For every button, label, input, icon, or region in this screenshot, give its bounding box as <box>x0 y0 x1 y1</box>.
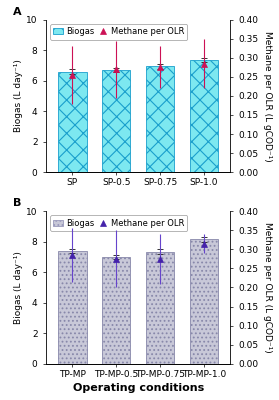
Legend: Biogas, Methane per OLR: Biogas, Methane per OLR <box>50 24 187 40</box>
Bar <box>190 240 218 364</box>
Bar <box>190 60 218 172</box>
Bar <box>146 252 174 364</box>
Bar <box>102 257 131 364</box>
Bar <box>58 251 86 364</box>
Bar <box>58 72 86 172</box>
X-axis label: Operating conditions: Operating conditions <box>73 383 204 393</box>
Text: A: A <box>13 7 21 17</box>
Y-axis label: Methane per OLR (L gCOD⁻¹): Methane per OLR (L gCOD⁻¹) <box>263 30 272 161</box>
Bar <box>146 66 174 172</box>
Y-axis label: Biogas (L day⁻¹): Biogas (L day⁻¹) <box>14 251 23 324</box>
Text: B: B <box>13 198 21 208</box>
Y-axis label: Methane per OLR (L gCOD⁻¹): Methane per OLR (L gCOD⁻¹) <box>263 222 272 353</box>
Y-axis label: Biogas (L day⁻¹): Biogas (L day⁻¹) <box>14 60 23 132</box>
Legend: Biogas, Methane per OLR: Biogas, Methane per OLR <box>50 216 187 231</box>
Bar <box>102 70 131 172</box>
